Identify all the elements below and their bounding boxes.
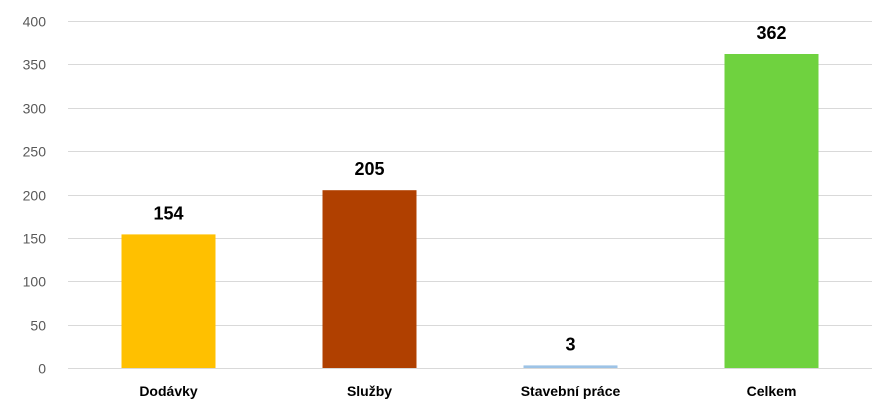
bar-2 [322, 190, 417, 368]
category-label-3: Stavební práce [521, 383, 621, 399]
data-label-2: 205 [354, 159, 384, 179]
bar-1 [121, 234, 216, 368]
bars [121, 54, 819, 368]
y-tick-label: 100 [23, 274, 47, 290]
y-tick-label: 200 [23, 188, 47, 204]
y-tick-label: 50 [30, 318, 46, 334]
data-labels: 154 205 3 362 [153, 23, 786, 354]
y-tick-label: 400 [23, 14, 47, 30]
data-label-4: 362 [756, 23, 786, 43]
y-tick-label: 350 [23, 57, 47, 73]
bar-4 [724, 54, 819, 368]
data-label-3: 3 [565, 334, 575, 354]
data-label-1: 154 [153, 203, 183, 223]
y-axis-tick-labels: 0 50 100 150 200 250 300 350 400 [23, 14, 47, 377]
x-axis-category-labels: Dodávky Služby Stavební práce Celkem [139, 383, 796, 399]
y-tick-label: 0 [38, 361, 46, 377]
y-tick-label: 300 [23, 101, 47, 117]
bar-3 [523, 365, 618, 368]
category-label-4: Celkem [747, 383, 797, 399]
category-label-2: Služby [347, 383, 392, 399]
y-tick-label: 250 [23, 144, 47, 160]
y-tick-label: 150 [23, 231, 47, 247]
category-label-1: Dodávky [139, 383, 198, 399]
